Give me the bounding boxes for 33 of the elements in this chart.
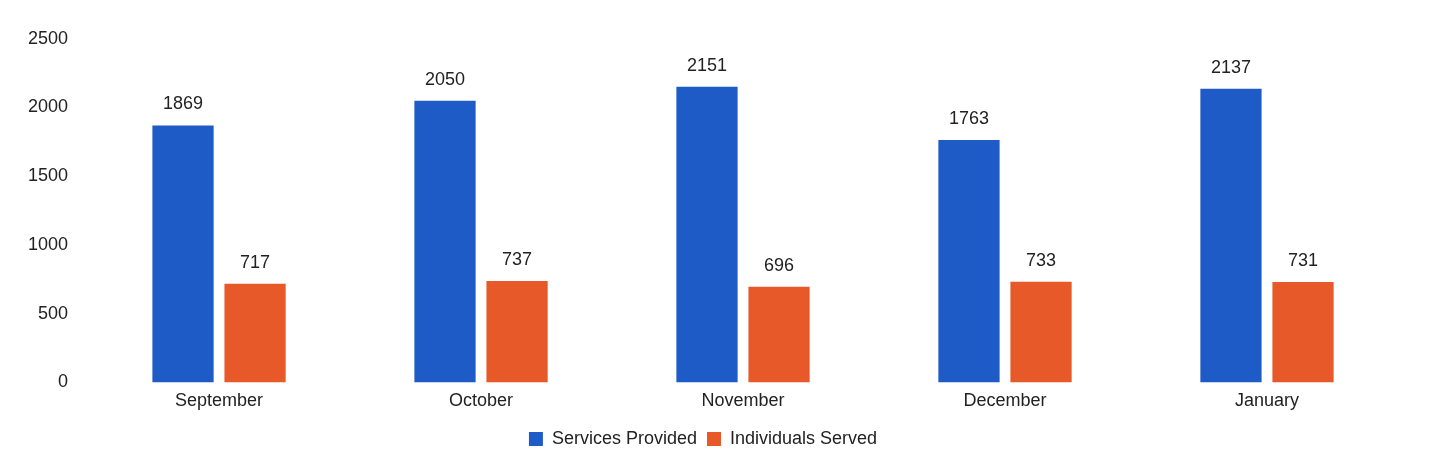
data-label: 1763: [948, 108, 990, 129]
y-tick-label: 500: [38, 302, 69, 323]
legend-label: Individuals Served: [729, 427, 878, 448]
y-tick-label: 1000: [28, 233, 69, 254]
x-tick-label: November: [701, 390, 785, 411]
bar: [1272, 281, 1334, 383]
data-label: 696: [764, 254, 795, 275]
y-tick-label: 1500: [28, 165, 69, 186]
legend-label: Services Provided: [551, 427, 697, 448]
bar: [486, 281, 548, 383]
data-label: 2151: [686, 54, 728, 75]
bar: [224, 283, 286, 383]
x-tick-label: December: [963, 390, 1047, 411]
bar: [414, 100, 476, 383]
data-label: 1869: [162, 93, 204, 114]
y-tick-label: 0: [58, 371, 69, 392]
data-label: 717: [240, 251, 271, 272]
x-tick-label: October: [449, 390, 514, 411]
bar: [1010, 281, 1072, 383]
x-tick-label: January: [1234, 390, 1300, 411]
data-label: 2050: [424, 68, 466, 89]
bar: [748, 286, 810, 383]
data-label: 733: [1026, 249, 1057, 270]
y-tick-label: 2000: [28, 96, 69, 117]
bar: [676, 86, 738, 383]
y-tick-label: 2500: [28, 27, 69, 48]
bar: [938, 140, 1000, 383]
data-label: 737: [502, 249, 533, 270]
data-label: 2137: [1210, 56, 1251, 77]
bar: [1200, 88, 1262, 383]
bar: [152, 125, 214, 383]
data-label: 731: [1288, 249, 1319, 270]
x-tick-label: September: [175, 390, 264, 411]
